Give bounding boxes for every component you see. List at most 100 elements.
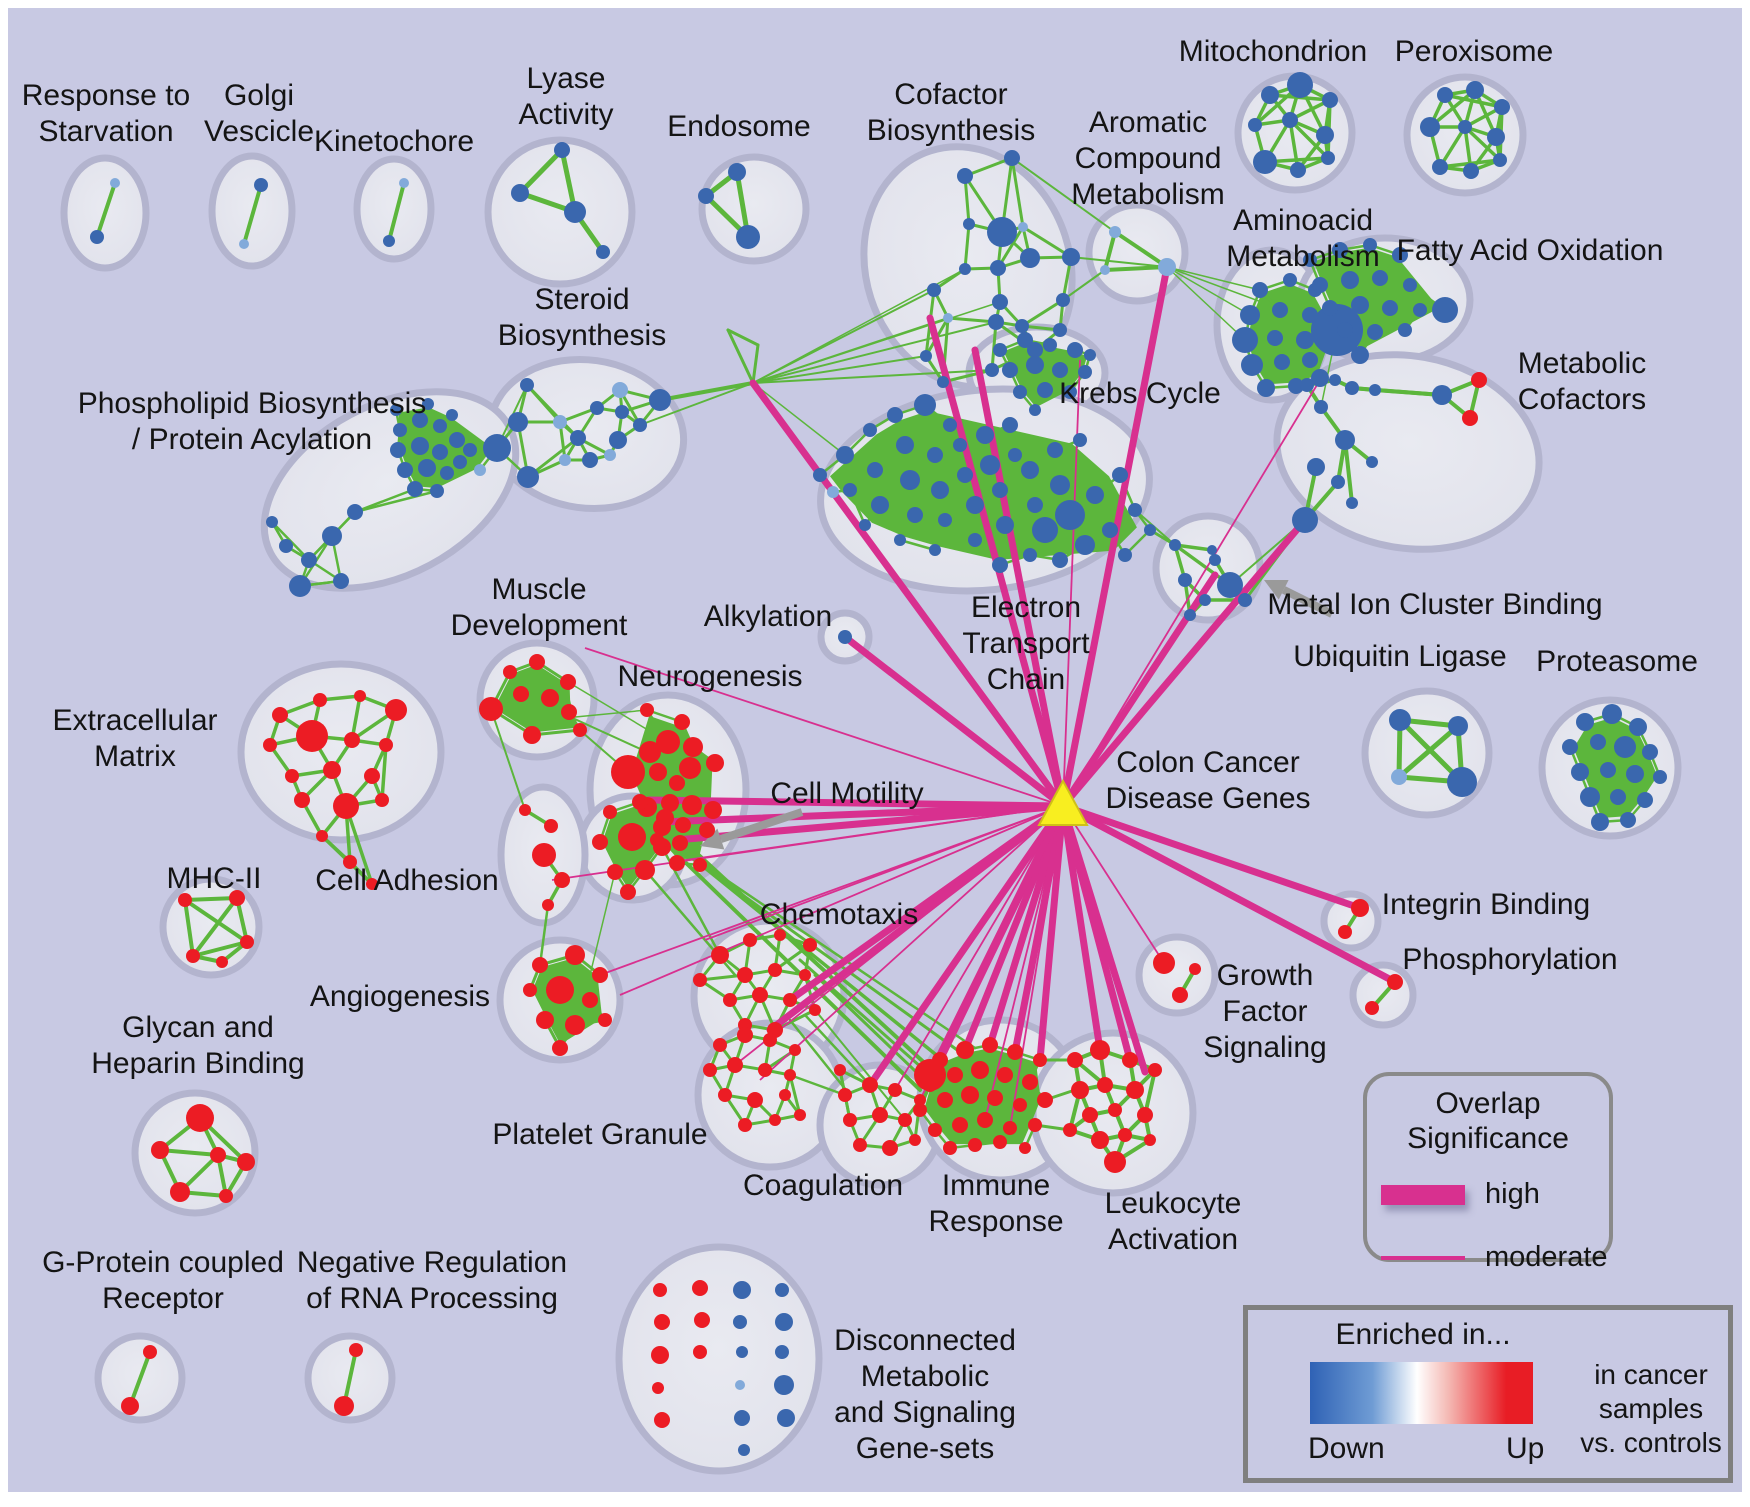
gene-set-node-chemotaxis <box>723 993 737 1007</box>
gene-set-node-coagulation <box>882 1140 898 1156</box>
gene-set-node-etc <box>1128 503 1142 517</box>
gene-set-node-disconnected <box>654 1412 670 1428</box>
gene-set-node-phospholipid <box>266 516 278 528</box>
gene-set-node-proteasome <box>1562 739 1578 755</box>
label-response-starvation: Response to <box>22 79 190 112</box>
overlap-edge-moderate <box>704 805 1064 941</box>
gene-set-node-krebs <box>1037 382 1053 398</box>
label-neg-reg-rna: Negative Regulation <box>297 1246 567 1279</box>
gene-set-node-neurogenesis <box>704 801 722 819</box>
gene-set-node-platelet <box>794 1109 806 1121</box>
gene-set-node-ecm <box>385 699 407 721</box>
gene-set-node-neurogenesis <box>639 741 661 763</box>
gene-set-node-response-starvation <box>110 178 120 188</box>
gene-set-node-immune <box>937 1092 953 1108</box>
gene-set-node-immune <box>987 1090 1003 1106</box>
green-edge-mhc-ii <box>191 940 249 958</box>
gene-set-node-leukocyte <box>1063 1123 1077 1137</box>
label-phospholipid: / Protein Acylation <box>132 423 372 456</box>
gene-set-node-proteasome <box>1629 718 1647 736</box>
gene-set-node-leukocyte <box>1108 1103 1122 1117</box>
gene-set-node-angiogenesis <box>598 1013 612 1027</box>
gene-set-node-aminoacid <box>1311 369 1329 387</box>
gene-set-node-etc <box>1008 448 1022 462</box>
gene-set-node-fatty-acid <box>1363 238 1377 252</box>
green-edge-aromatic <box>1113 230 1169 269</box>
gene-set-node-etc <box>953 438 967 452</box>
gene-set-node-ecm <box>344 732 360 748</box>
overlap-edge-moderate <box>671 805 1064 863</box>
gene-set-node-leukocyte <box>1122 1052 1138 1068</box>
gene-set-node-glycan <box>210 1147 226 1163</box>
gene-set-node-metal-ion <box>1184 609 1196 621</box>
gene-set-node-cofactor-biosynthesis <box>927 283 941 297</box>
gene-set-node-neurogenesis <box>611 755 645 789</box>
gene-set-node-platelet <box>747 1092 763 1108</box>
gene-set-node-ecm <box>316 830 328 842</box>
gene-set-node-etc <box>859 519 871 531</box>
gene-set-node-cell-adhesion <box>532 843 556 867</box>
label-krebs-cycle: Krebs Cycle <box>1059 377 1221 410</box>
gene-set-node-phosphorylation <box>1387 974 1403 990</box>
gene-set-node-disconnected <box>733 1315 747 1329</box>
gene-set-node-etc <box>867 462 883 478</box>
gene-set-node-etc <box>943 418 957 432</box>
green-edge-mhc-ii <box>183 898 195 958</box>
gene-set-node-platelet <box>718 1088 732 1102</box>
gene-set-node-phospholipid <box>322 526 342 546</box>
gene-set-node-immune <box>943 1141 957 1155</box>
green-bridge-edge <box>726 328 755 385</box>
gene-set-node-aminoacid <box>1232 327 1258 353</box>
green-edge-g-protein <box>128 1350 152 1408</box>
gene-set-node-phospholipid <box>279 539 293 553</box>
gene-set-node-aminoacid <box>1296 331 1314 349</box>
gene-set-node-ecm <box>333 793 359 819</box>
gradient-context-label: in cancer samples vs. controls <box>1566 1358 1736 1460</box>
green-edge-cofactor-biosynthesis <box>963 174 971 226</box>
gene-set-node-cofactor-biosynthesis <box>985 363 999 377</box>
gene-set-node-ecm <box>285 769 299 783</box>
gene-set-node-lyase-activity <box>554 142 570 158</box>
label-fatty-acid-oxidation: Fatty Acid Oxidation <box>1397 234 1664 267</box>
gene-set-node-disconnected <box>693 1345 707 1359</box>
gradient-down-label: Down <box>1308 1432 1385 1465</box>
cluster-ellipse-disconnected <box>615 1243 823 1475</box>
gene-set-node-cell-motility <box>592 834 608 850</box>
gene-set-node-leukocyte <box>1091 1131 1109 1149</box>
gene-set-node-mhc-ii <box>240 935 254 949</box>
gene-set-node-proteasome <box>1580 787 1600 807</box>
gene-set-node-phospholipid <box>412 412 428 428</box>
gene-set-node-glycan <box>151 1141 169 1159</box>
overlap-edge-high <box>971 346 1067 810</box>
gene-set-node-immune <box>961 1086 979 1104</box>
gene-set-node-cell-motility <box>635 860 655 880</box>
gene-set-node-disconnected <box>775 1313 793 1331</box>
gene-set-node-etc <box>907 507 923 523</box>
blue-red-gradient-bar <box>1310 1362 1533 1424</box>
green-edge-cofactor-biosynthesis <box>1021 225 1073 259</box>
green-edge-platelet <box>788 1073 802 1117</box>
gene-set-node-metal-ion <box>1169 539 1181 551</box>
label-peroxisome: Peroxisome <box>1395 35 1553 68</box>
gene-set-node-ecm <box>379 738 393 752</box>
gene-set-node-cofactor-biosynthesis <box>987 217 1017 247</box>
gene-set-node-etc <box>914 394 936 416</box>
gene-set-node-metabolic-cofactors <box>1292 507 1318 533</box>
gene-set-node-fatty-acid <box>1403 278 1417 292</box>
label-metal-ion-cluster-binding: Metal Ion Cluster Binding <box>1267 588 1602 621</box>
gene-set-node-neurogenesis <box>706 754 724 772</box>
gene-set-node-steroid <box>553 415 567 429</box>
gene-set-node-fatty-acid <box>1398 323 1412 337</box>
gene-set-node-steroid <box>590 401 604 415</box>
label-electron-transport-chain: Chain <box>987 663 1065 696</box>
gene-set-node-neurogenesis <box>672 835 688 851</box>
gene-set-node-metal-ion <box>1178 573 1192 587</box>
gene-set-node-fatty-acid <box>1312 277 1328 293</box>
gene-set-node-krebs <box>993 343 1007 357</box>
gene-set-node-etc <box>900 470 920 490</box>
gene-set-node-krebs <box>1067 342 1083 358</box>
gene-set-node-aminoacid <box>1302 352 1318 368</box>
gene-set-node-steroid <box>604 449 616 461</box>
